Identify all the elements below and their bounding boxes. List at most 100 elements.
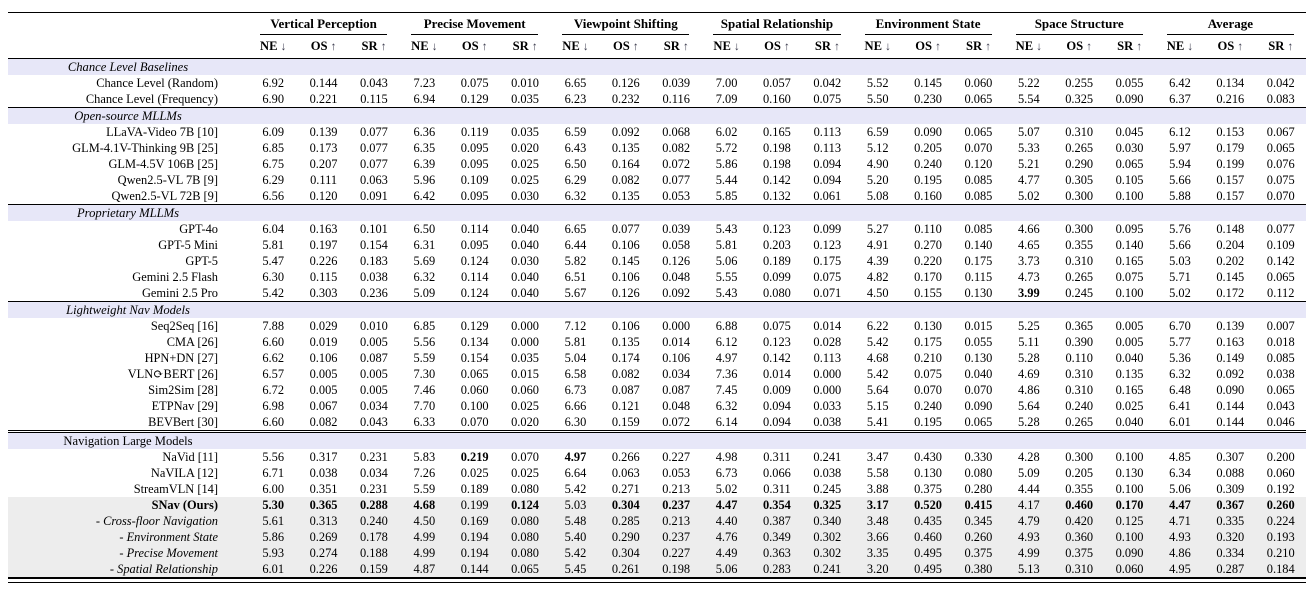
metric-value: 0.148 xyxy=(1216,222,1245,236)
metric-value: 0.163 xyxy=(309,222,338,236)
metric-value: 5.42 xyxy=(564,482,587,496)
metric-value: 5.07 xyxy=(1017,125,1040,139)
metric-value: 4.76 xyxy=(701,529,752,545)
metric-value: 4.93 xyxy=(1003,529,1054,545)
metric-header: OS ↑ xyxy=(751,35,803,59)
metric-header: SR ↑ xyxy=(499,35,551,59)
metric-value: 5.94 xyxy=(1169,157,1191,171)
metric-value: 0.255 xyxy=(1065,76,1094,90)
arrow-down-icon: ↓ xyxy=(582,41,589,53)
metric-value: 0.125 xyxy=(1104,513,1155,529)
metric-value: 0.220 xyxy=(914,254,942,268)
column-group-label: Vertical Perception xyxy=(260,16,388,35)
metric-value: 5.09 xyxy=(1017,466,1040,480)
metric-value: 0.053 xyxy=(662,189,691,203)
metric-value: 0.205 xyxy=(914,141,942,155)
metric-value: 0.334 xyxy=(1205,545,1256,561)
metric-value: 0.219 xyxy=(460,450,489,464)
metric-value: 5.86 xyxy=(715,157,738,171)
metric-value: 0.095 xyxy=(460,141,489,155)
metric-value: 0.134 xyxy=(1216,76,1245,90)
metric-value: 0.018 xyxy=(1266,335,1295,349)
metric-value: 3.99 xyxy=(1017,286,1040,300)
metric-value: 0.260 xyxy=(1255,497,1306,513)
metric-value: 6.29 xyxy=(262,173,285,187)
metric-value: 4.79 xyxy=(1003,513,1054,529)
metric-value: 6.33 xyxy=(413,415,436,429)
metric-label: NE xyxy=(1015,39,1037,53)
metric-value: 4.97 xyxy=(715,351,738,365)
metric-value: 0.320 xyxy=(1205,529,1256,545)
metric-value: 0.025 xyxy=(460,466,489,480)
metric-value: 0.009 xyxy=(762,383,791,397)
metric-label: SR xyxy=(663,39,683,53)
metric-value: 6.59 xyxy=(564,125,587,139)
metric-value: 0.135 xyxy=(1115,367,1144,381)
metric-value: 0.210 xyxy=(1255,545,1306,561)
metric-value: 0.038 xyxy=(309,466,338,480)
metric-value: 6.62 xyxy=(262,351,285,365)
arrow-up-icon: ↑ xyxy=(985,41,991,53)
metric-value: 0.005 xyxy=(359,367,388,381)
metric-value: 0.134 xyxy=(460,335,489,349)
metric-value: 0.142 xyxy=(762,173,791,187)
model-label: LLaVA-Video 7B [10] xyxy=(106,125,218,139)
metric-value: 6.23 xyxy=(564,92,587,106)
table-row: Seq2Seq [16] 7.88 0.029 0.010 6.85 0.129 0.000… xyxy=(8,318,1306,334)
metric-value: 0.020 xyxy=(511,415,539,429)
metric-value: 5.28 xyxy=(1017,415,1040,429)
metric-header-row: NE ↓ OS ↑ SR ↑ NE ↓ OS ↑ SR ↑ NE ↓ OS ↑ SR ↑ NE ↓… xyxy=(8,35,1306,59)
metric-value: 0.230 xyxy=(914,92,942,106)
metric-value: 6.41 xyxy=(1169,399,1191,413)
metric-header: NE ↓ xyxy=(248,35,299,59)
metric-value: 4.49 xyxy=(701,545,752,561)
metric-value: 6.50 xyxy=(413,222,436,236)
metric-value: 0.100 xyxy=(1115,286,1144,300)
corner-cell xyxy=(8,13,248,36)
table-header: Vertical Perception Precise Movement Viewp… xyxy=(8,13,1306,59)
metric-value: 5.88 xyxy=(1169,189,1191,203)
metric-value: 5.28 xyxy=(1017,351,1040,365)
metric-value: 0.175 xyxy=(914,335,942,349)
metric-value: 0.170 xyxy=(1104,497,1155,513)
metric-value: 0.144 xyxy=(309,76,338,90)
metric-value: 0.048 xyxy=(662,270,691,284)
metric-value: 4.86 xyxy=(1017,383,1040,397)
section-header-row: Proprietary MLLMs xyxy=(8,204,1306,221)
metric-value: 0.274 xyxy=(298,545,349,561)
arrow-up-icon: ↑ xyxy=(1136,41,1143,53)
metric-value: 0.082 xyxy=(611,173,640,187)
metric-value: 4.99 xyxy=(399,529,450,545)
metric-value: 0.193 xyxy=(1255,529,1306,545)
metric-value: 0.145 xyxy=(1216,270,1245,284)
metric-value: 0.063 xyxy=(359,173,388,187)
metric-value: 5.33 xyxy=(1017,141,1040,155)
metric-value: 0.123 xyxy=(813,238,842,252)
metric-value: 0.226 xyxy=(298,561,349,579)
metric-value: 0.092 xyxy=(662,286,691,300)
metric-value: 0.045 xyxy=(1115,125,1144,139)
metric-value: 4.77 xyxy=(1017,173,1040,187)
metric-value: 0.169 xyxy=(449,513,500,529)
metric-value: 0.035 xyxy=(511,92,539,106)
metric-value: 0.113 xyxy=(813,141,842,155)
metric-value: 0.192 xyxy=(1266,482,1295,496)
metric-value: 5.06 xyxy=(715,254,738,268)
metric-value: 0.124 xyxy=(460,254,489,268)
metric-value: 4.99 xyxy=(1003,545,1054,561)
metric-value: 5.42 xyxy=(866,367,889,381)
metric-value: 0.010 xyxy=(511,76,539,90)
metric-value: 0.100 xyxy=(1104,529,1155,545)
metric-header: NE ↓ xyxy=(550,35,601,59)
metric-value: 0.130 xyxy=(964,351,993,365)
metric-value: 4.17 xyxy=(1003,497,1054,513)
metric-value: 0.048 xyxy=(662,399,691,413)
metric-value: 0.005 xyxy=(359,383,388,397)
metric-value: 6.75 xyxy=(262,157,285,171)
metric-value: 6.72 xyxy=(262,383,285,397)
metric-value: 0.265 xyxy=(1065,270,1094,284)
section-header-label: Lightweight Nav Models xyxy=(8,301,248,318)
metric-value: 0.145 xyxy=(914,76,942,90)
metric-value: 0.025 xyxy=(511,173,539,187)
metric-value: 7.70 xyxy=(413,399,436,413)
